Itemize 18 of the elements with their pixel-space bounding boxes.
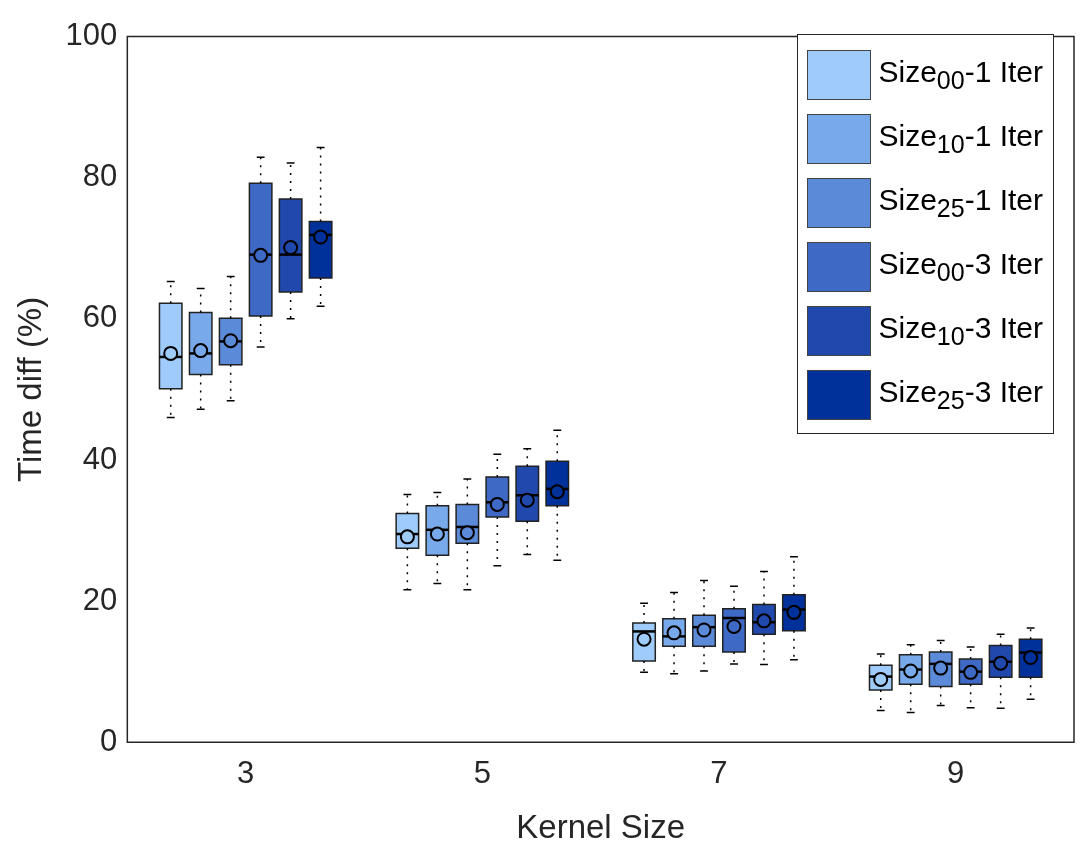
x-tick-label: 7	[710, 755, 728, 791]
legend-label: Size$_{00}$-3 Iter	[878, 247, 1043, 286]
y-tick-label: 40	[82, 440, 118, 476]
legend-label: Size$_{10}$-1 Iter	[878, 119, 1043, 158]
legend-label: Size$_{25}$-3 Iter	[878, 375, 1043, 414]
y-axis-title: Time diff (%)	[10, 296, 48, 482]
legend-label: Size$_{00}$-1 Iter	[878, 55, 1043, 94]
x-tick-label: 5	[473, 755, 491, 791]
legend-label: Size$_{25}$-1 Iter	[878, 183, 1043, 222]
x-axis-title: Kernel Size	[516, 808, 686, 846]
y-tick-label: 0	[100, 722, 118, 758]
x-tick-label: 9	[947, 755, 965, 791]
y-tick-label: 20	[82, 581, 118, 617]
legend-label: Size$_{10}$-3 Iter	[878, 311, 1043, 350]
x-tick-label: 3	[237, 755, 255, 791]
y-tick-label: 60	[82, 299, 118, 335]
y-tick-label: 100	[65, 17, 118, 53]
y-tick-label: 80	[82, 158, 118, 194]
